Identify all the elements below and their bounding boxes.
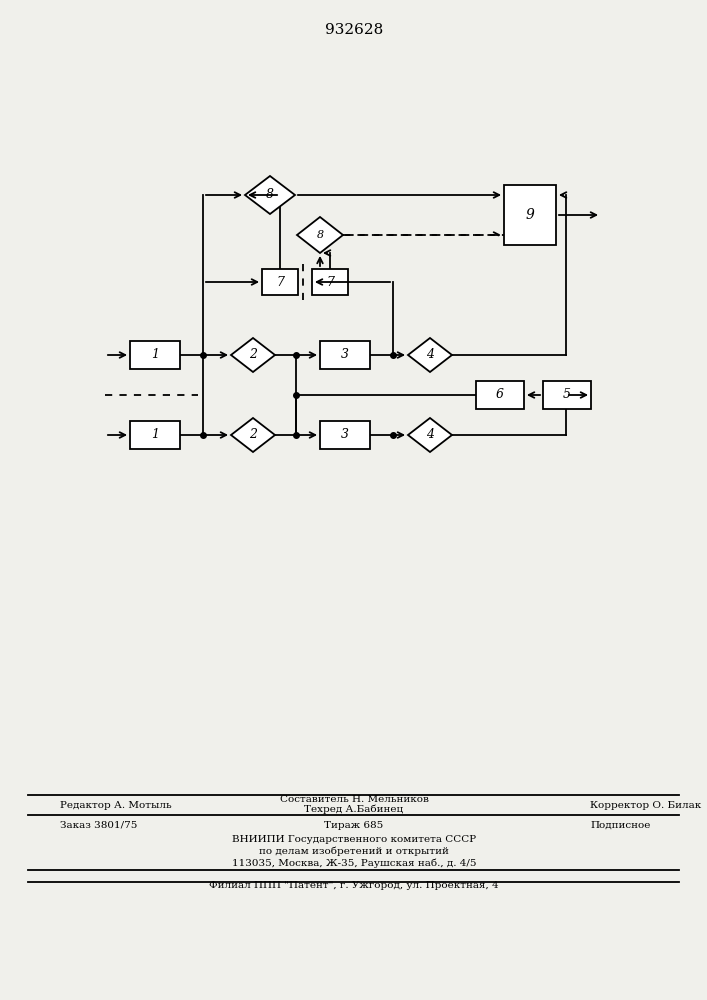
Bar [262,269,298,295]
Polygon shape [231,418,275,452]
Text: Редактор А. Мотыль: Редактор А. Мотыль [60,800,172,810]
Text: Тираж 685: Тираж 685 [325,820,384,830]
Text: 6: 6 [496,388,504,401]
Text: Техред А.Бабинец: Техред А.Бабинец [305,804,404,814]
Text: 932628: 932628 [325,23,383,37]
Text: 113035, Москва, Ж-35, Раушская наб., д. 4/5: 113035, Москва, Ж-35, Раушская наб., д. … [232,858,477,868]
Text: Подписное: Подписное [590,820,650,830]
Text: 8: 8 [266,188,274,202]
Text: 2: 2 [249,349,257,361]
Bar [320,421,370,449]
Polygon shape [408,418,452,452]
Polygon shape [408,338,452,372]
Text: Составитель Н. Мельников: Составитель Н. Мельников [279,794,428,804]
Polygon shape [245,176,295,214]
Bar [130,341,180,369]
Text: 2: 2 [249,428,257,442]
Bar [476,381,524,409]
Text: 7: 7 [276,275,284,288]
Text: 3: 3 [341,349,349,361]
Bar [543,381,591,409]
Text: 7: 7 [326,275,334,288]
Text: ВНИИПИ Государственного комитета СССР: ВНИИПИ Государственного комитета СССР [232,834,476,844]
Text: 9: 9 [525,208,534,222]
Text: 4: 4 [426,349,434,361]
Bar [320,341,370,369]
Text: Филиал ППП "Патент", г. Ужгород, ул. Проектная, 4: Филиал ППП "Патент", г. Ужгород, ул. Про… [209,880,499,890]
Bar [504,185,556,245]
Text: Заказ 3801/75: Заказ 3801/75 [60,820,137,830]
Polygon shape [297,217,343,253]
Bar [130,421,180,449]
Text: 8: 8 [317,230,324,240]
Text: 1: 1 [151,349,159,361]
Text: 3: 3 [341,428,349,442]
Polygon shape [231,338,275,372]
Bar [312,269,348,295]
Text: 1: 1 [151,428,159,442]
Text: 5: 5 [563,388,571,401]
Text: по делам изобретений и открытий: по делам изобретений и открытий [259,846,449,856]
Text: 4: 4 [426,428,434,442]
Text: Корректор О. Билак: Корректор О. Билак [590,800,701,810]
